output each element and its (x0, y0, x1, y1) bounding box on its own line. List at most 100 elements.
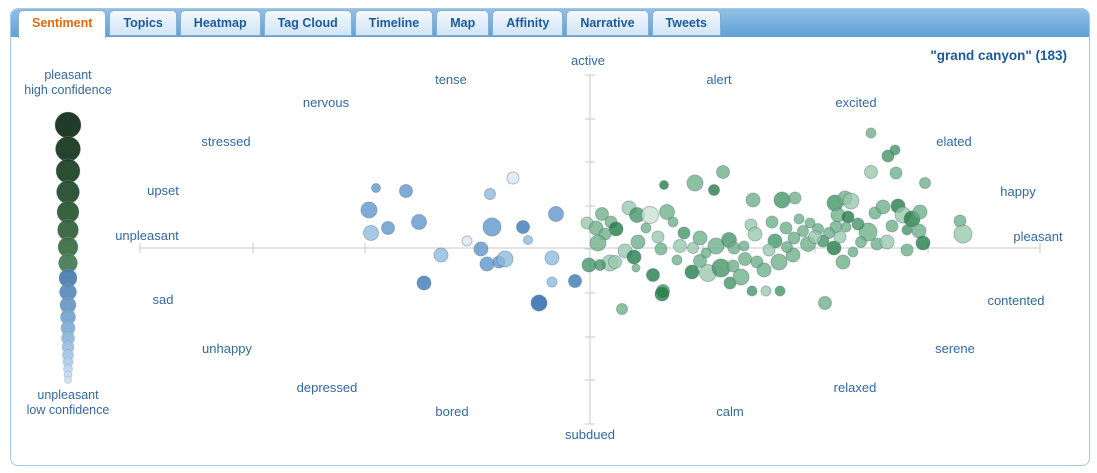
tab-tag-cloud[interactable]: Tag Cloud (263, 10, 352, 36)
tweet-bubble[interactable] (851, 217, 865, 231)
tweet-bubble[interactable] (901, 224, 913, 236)
tweet-bubble[interactable] (840, 221, 852, 233)
tweet-bubble[interactable] (608, 255, 622, 269)
tweet-bubble[interactable] (411, 214, 427, 230)
tweet-bubble[interactable] (594, 259, 606, 271)
tweet-bubble[interactable] (667, 216, 679, 228)
tweet-bubble[interactable] (708, 184, 720, 196)
tweet-bubble[interactable] (716, 165, 730, 179)
tweet-bubble[interactable] (756, 262, 772, 278)
tweet-bubble[interactable] (479, 256, 495, 272)
tweet-bubble[interactable] (659, 180, 669, 190)
tweet-bubble[interactable] (885, 219, 899, 233)
tweet-bubble[interactable] (568, 274, 582, 288)
tweet-bubble[interactable] (826, 240, 842, 256)
tweet-bubble[interactable] (484, 188, 496, 200)
tweet-bubble[interactable] (738, 240, 750, 252)
tweet-bubble[interactable] (781, 241, 793, 253)
tweet-bubble[interactable] (797, 225, 809, 237)
tweet-bubble[interactable] (889, 166, 903, 180)
tweet-bubble[interactable] (804, 217, 816, 229)
tab-map[interactable]: Map (436, 10, 490, 36)
tweet-bubble[interactable] (770, 253, 788, 271)
tab-heatmap[interactable]: Heatmap (179, 10, 261, 36)
tweet-bubble[interactable] (808, 230, 822, 244)
tweet-bubble[interactable] (767, 233, 783, 249)
tab-sentiment[interactable]: Sentiment (18, 10, 107, 38)
tweet-bubble[interactable] (608, 221, 624, 237)
tweet-bubble[interactable] (544, 250, 560, 266)
tweet-bubble[interactable] (793, 213, 805, 225)
tweet-bubble[interactable] (747, 226, 763, 242)
tweet-bubble[interactable] (651, 230, 665, 244)
tweet-bubble[interactable] (640, 222, 652, 234)
tweet-bubble[interactable] (482, 217, 502, 237)
tweet-bubble[interactable] (875, 199, 891, 215)
tweet-bubble[interactable] (589, 234, 607, 252)
tweet-bubble[interactable] (506, 171, 520, 185)
tab-narrative[interactable]: Narrative (566, 10, 649, 36)
tab-tweets[interactable]: Tweets (651, 10, 721, 36)
tweet-bubble[interactable] (654, 286, 670, 302)
tweet-bubble[interactable] (919, 177, 931, 189)
tab-topics[interactable]: Topics (109, 10, 177, 36)
tab-timeline[interactable]: Timeline (354, 10, 434, 36)
tweet-bubble[interactable] (626, 249, 642, 265)
tweet-bubble[interactable] (915, 235, 931, 251)
tweet-bubble[interactable] (847, 246, 859, 258)
tweet-bubble[interactable] (693, 254, 707, 268)
tweet-bubble[interactable] (399, 184, 413, 198)
tweet-bubble[interactable] (616, 303, 628, 315)
tweet-bubble[interactable] (879, 234, 895, 250)
tweet-bubble[interactable] (774, 285, 786, 297)
tweet-bubble[interactable] (530, 294, 548, 312)
tweet-bubble[interactable] (588, 220, 604, 236)
tweet-bubble[interactable] (760, 285, 772, 297)
tweet-bubble[interactable] (692, 230, 708, 246)
tweet-bubble[interactable] (858, 222, 878, 242)
tweet-bubble[interactable] (433, 247, 449, 263)
tweet-bubble[interactable] (496, 250, 514, 268)
tweet-bubble[interactable] (516, 220, 530, 234)
tweet-bubble[interactable] (631, 263, 641, 273)
tweet-bubble[interactable] (864, 165, 878, 179)
tweet-bubble[interactable] (673, 239, 687, 253)
tweet-bubble[interactable] (765, 215, 779, 229)
tweet-bubble[interactable] (707, 237, 725, 255)
tweet-bubble[interactable] (360, 201, 378, 219)
tweet-bubble[interactable] (726, 259, 740, 273)
tweet-bubble[interactable] (833, 230, 847, 244)
tweet-bubble[interactable] (659, 204, 675, 220)
tweet-bubble[interactable] (473, 241, 489, 257)
tweet-bubble[interactable] (835, 254, 851, 270)
tweet-bubble[interactable] (641, 206, 659, 224)
tweet-bubble[interactable] (700, 247, 712, 259)
tab-affinity[interactable]: Affinity (492, 10, 564, 36)
tweet-bubble[interactable] (745, 192, 761, 208)
tweet-bubble[interactable] (762, 243, 776, 257)
tweet-bubble[interactable] (912, 204, 928, 220)
tweet-bubble[interactable] (738, 252, 752, 266)
tweet-bubble[interactable] (842, 192, 860, 210)
tweet-bubble[interactable] (461, 235, 473, 247)
tweet-bubble[interactable] (687, 242, 699, 254)
tweet-bubble[interactable] (773, 191, 791, 209)
tweet-bubble[interactable] (630, 234, 646, 250)
tweet-bubble[interactable] (823, 227, 835, 239)
tweet-bubble[interactable] (684, 264, 700, 280)
tweet-bubble[interactable] (581, 257, 597, 273)
tweet-bubble[interactable] (900, 243, 914, 257)
tweet-bubble[interactable] (686, 174, 704, 192)
tweet-bubble[interactable] (788, 191, 802, 205)
tweet-bubble[interactable] (546, 276, 558, 288)
tweet-bubble[interactable] (363, 225, 379, 241)
tweet-bubble[interactable] (779, 221, 793, 235)
tweet-bubble[interactable] (889, 144, 901, 156)
tweet-bubble[interactable] (523, 235, 533, 245)
tweet-bubble[interactable] (727, 241, 741, 255)
tweet-bubble[interactable] (654, 242, 668, 256)
tweet-bubble[interactable] (787, 231, 801, 245)
tweet-bubble[interactable] (677, 226, 691, 240)
tweet-bubble[interactable] (381, 221, 395, 235)
tweet-bubble[interactable] (671, 254, 683, 266)
